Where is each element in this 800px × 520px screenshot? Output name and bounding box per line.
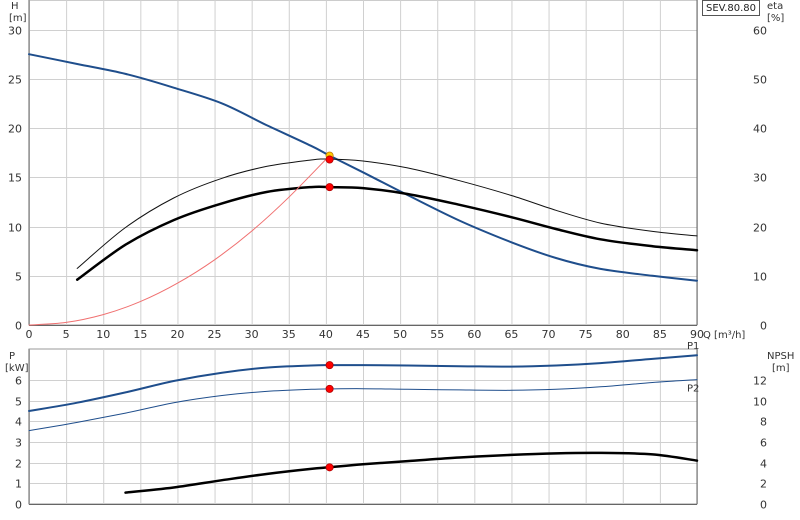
top-y-left-tick-label: 20 <box>8 123 22 136</box>
bottom-y-right-tick-label: 8 <box>760 416 767 429</box>
x-tick-label: 20 <box>170 328 184 341</box>
top-y-right-tick-label: 30 <box>753 172 767 185</box>
x-tick-label: 90 <box>690 328 704 341</box>
series-NPSH <box>124 451 699 494</box>
x-tick-label: 80 <box>616 328 630 341</box>
top-y-left-unit: [m] <box>9 13 27 24</box>
x-tick-label: 30 <box>245 328 259 341</box>
bottom-y-left-title: P <box>9 351 15 362</box>
series-label-P1: P1 <box>687 341 699 352</box>
x-tick-label: 60 <box>467 328 481 341</box>
top-y-left-tick-label: 25 <box>8 74 22 87</box>
bottom-y-left-tick-label: 5 <box>15 396 22 409</box>
bottom-y-right-tick-label: 2 <box>760 478 767 491</box>
series-P2 <box>28 379 698 432</box>
x-tick-label: 15 <box>133 328 147 341</box>
bottom-duty-point-marker <box>325 463 334 472</box>
bottom-y-right-tick-label: 10 <box>753 396 767 409</box>
bottom-duty-point-marker <box>325 361 334 370</box>
top-y-right-tick-label: 60 <box>753 25 767 38</box>
top-y-right-title: eta <box>767 1 783 12</box>
top-y-left-tick-label: 10 <box>8 222 22 235</box>
series-eta-thick <box>75 185 699 281</box>
top-y-left-tick-label: 0 <box>15 320 22 333</box>
top-y-right-tick-label: 10 <box>753 271 767 284</box>
top-duty-point-marker <box>325 155 334 164</box>
bottom-y-right-tick-label: 12 <box>753 375 767 388</box>
x-tick-label: 25 <box>208 328 222 341</box>
top-y-right-unit: [%] <box>767 13 784 24</box>
top-y-left-tick-label: 15 <box>8 172 22 185</box>
x-tick-label: 45 <box>356 328 370 341</box>
x-tick-label: 5 <box>63 328 70 341</box>
top-y-right-tick-label: 0 <box>760 320 767 333</box>
x-tick-label: 75 <box>579 328 593 341</box>
top-duty-point-marker <box>325 183 334 192</box>
top-y-right-tick-label: 40 <box>753 123 767 136</box>
bottom-y-left-tick-label: 2 <box>15 458 22 471</box>
top-y-left-tick-label: 30 <box>8 25 22 38</box>
bottom-y-left-tick-label: 6 <box>15 375 22 388</box>
series-system <box>28 155 331 326</box>
bottom-y-left-tick-label: 4 <box>15 416 22 429</box>
bottom-y-left-tick-label: 1 <box>15 478 22 491</box>
top-y-right-tick-label: 20 <box>753 222 767 235</box>
top-y-right-tick-label: 50 <box>753 74 767 87</box>
x-tick-label: 10 <box>96 328 110 341</box>
x-tick-label: 65 <box>504 328 518 341</box>
x-tick-label: 70 <box>542 328 556 341</box>
bottom-y-right-tick-label: 6 <box>760 437 767 450</box>
series-eta-thin <box>76 158 698 269</box>
series-label-P2: P2 <box>687 384 699 395</box>
series-head <box>28 53 698 282</box>
bottom-y-right-tick-label: 4 <box>760 458 767 471</box>
top-y-left-title: H <box>11 1 19 12</box>
bottom-y-left-unit: [kW] <box>5 363 29 374</box>
bottom-duty-point-marker <box>325 384 334 393</box>
series-P1 <box>28 354 698 412</box>
x-tick-label: 40 <box>319 328 333 341</box>
x-tick-label: 55 <box>430 328 444 341</box>
model-label: SEV.80.80 <box>702 0 760 16</box>
x-axis-title: Q [m³/h] <box>703 330 745 341</box>
bottom-y-left-tick-label: 0 <box>15 499 22 512</box>
x-tick-label: 35 <box>282 328 296 341</box>
top-y-left-tick-label: 5 <box>15 271 22 284</box>
x-tick-label: 85 <box>653 328 667 341</box>
bottom-y-right-tick-label: 0 <box>760 499 767 512</box>
x-tick-label: 50 <box>393 328 407 341</box>
x-tick-label: 0 <box>26 328 33 341</box>
bottom-y-left-tick-label: 3 <box>15 437 22 450</box>
bottom-y-right-title: NPSH <box>767 351 794 362</box>
bottom-y-right-unit: [m] <box>772 363 790 374</box>
